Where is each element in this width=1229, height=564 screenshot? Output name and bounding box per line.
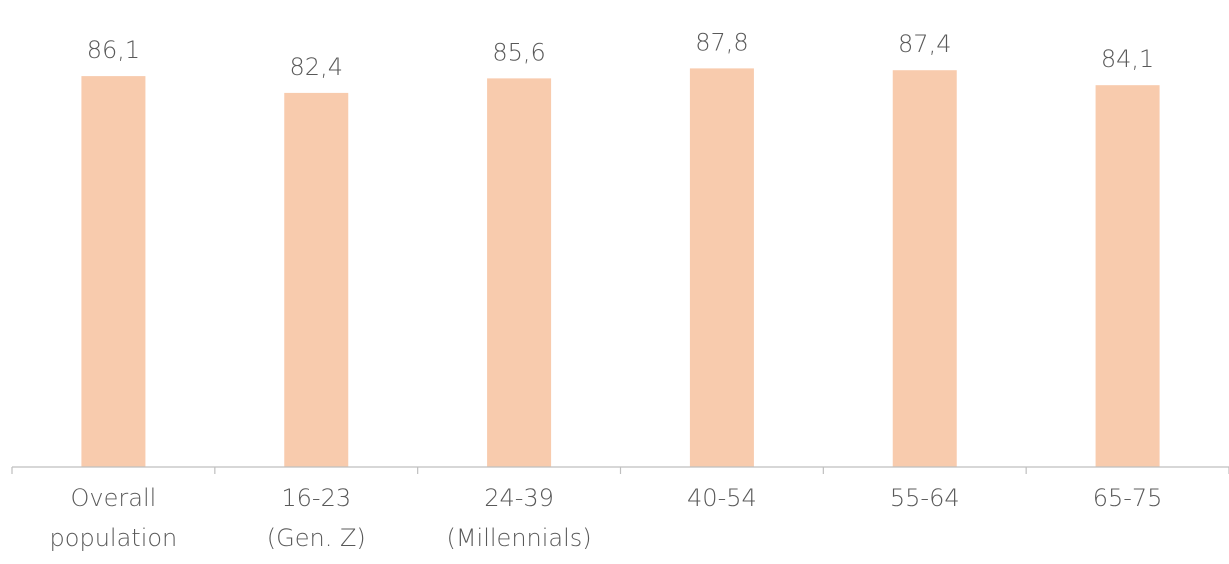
category-label: 16-23 <box>281 484 351 512</box>
bar-value-label: 85,6 <box>492 38 545 66</box>
category-label: 55-64 <box>890 484 960 512</box>
bar <box>892 70 957 467</box>
category-label: 24-39 <box>484 484 554 512</box>
category-label: population <box>50 524 178 552</box>
bar <box>487 78 552 467</box>
bar-value-label: 82,4 <box>290 53 343 81</box>
bar-value-label: 86,1 <box>87 36 140 64</box>
bar-value-label: 87,4 <box>898 30 951 58</box>
bar <box>1095 85 1160 467</box>
bar-value-label: 84,1 <box>1101 45 1154 73</box>
category-label: Overall <box>71 484 157 512</box>
category-label: 65-75 <box>1093 484 1163 512</box>
category-labels-group: Overall population 16-23 (Gen. Z) 24-39 (Mill… <box>50 484 1163 552</box>
x-axis <box>11 466 1229 474</box>
bar <box>689 68 754 467</box>
bar-value-label: 87,8 <box>695 28 748 56</box>
bars-group <box>81 68 1160 468</box>
category-label: (Millennials) <box>446 524 591 552</box>
category-label: (Gen. Z) <box>267 524 366 552</box>
bar <box>284 92 349 468</box>
category-label: 40-54 <box>687 484 757 512</box>
bar <box>81 76 146 467</box>
data-labels-group: 86,1 82,4 85,6 87,8 87,4 84,1 <box>87 28 1155 81</box>
